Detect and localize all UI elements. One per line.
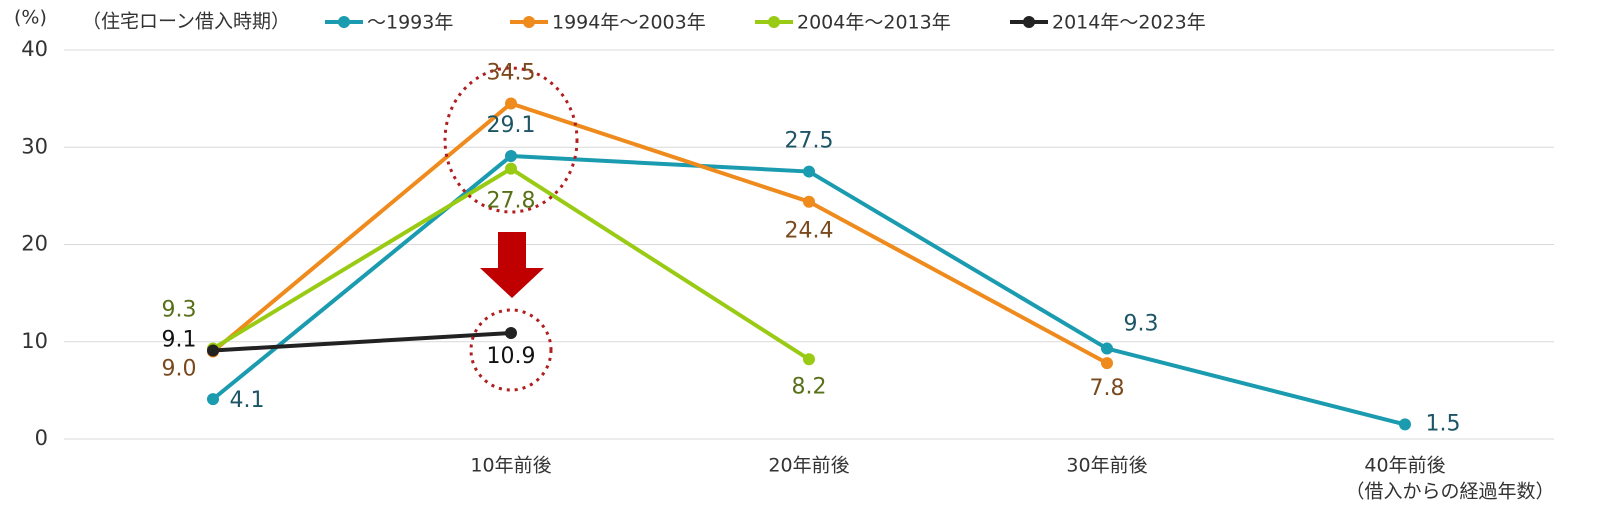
data-point xyxy=(803,195,815,208)
legend-label: 2004年～2013年 xyxy=(797,12,951,34)
arrow xyxy=(480,232,544,298)
legend-swatch xyxy=(1023,16,1035,28)
data-point xyxy=(803,353,815,366)
data-label: 7.8 xyxy=(1090,376,1125,401)
data-point xyxy=(1101,357,1113,370)
series-line xyxy=(211,101,1108,365)
data-point xyxy=(505,97,517,110)
data-label: 24.4 xyxy=(785,219,834,244)
data-point xyxy=(207,393,219,406)
data-label: 27.8 xyxy=(487,189,536,214)
legend-label: 1994年～2003年 xyxy=(552,12,706,34)
y-axis-label: (%) xyxy=(14,7,47,29)
grid xyxy=(64,49,1554,440)
data-label: 8.2 xyxy=(792,374,827,399)
legend-swatch xyxy=(338,16,350,28)
data-label: 9.0 xyxy=(162,356,197,381)
data-point xyxy=(207,344,219,357)
legend-swatch xyxy=(523,16,535,28)
data-label: 29.1 xyxy=(487,113,536,138)
data-point xyxy=(803,165,815,178)
data-label: 10.9 xyxy=(487,344,536,369)
data-label: 1.5 xyxy=(1426,411,1461,436)
data-label: 9.3 xyxy=(162,298,197,323)
data-point xyxy=(505,326,517,339)
x-tick-label: 10年前後 xyxy=(470,455,551,477)
data-label: 9.1 xyxy=(162,328,197,353)
legend-swatch xyxy=(768,16,780,28)
x-tick-label: 30年前後 xyxy=(1066,455,1147,477)
x-axis-label: （借入からの経過年数） xyxy=(1345,481,1554,503)
highlight-circle xyxy=(443,66,579,214)
plot xyxy=(207,97,1411,431)
legend-title: （住宅ローン借入時期） xyxy=(82,11,290,33)
highlight-circle xyxy=(469,308,553,392)
data-label: 9.3 xyxy=(1124,312,1159,337)
y-tick-label: 10 xyxy=(21,329,48,353)
data-point xyxy=(505,150,517,163)
y-tick-label: 40 xyxy=(21,37,48,61)
data-point xyxy=(505,162,517,175)
y-tick-label: 30 xyxy=(21,134,48,158)
legend-label: 2014年～2023年 xyxy=(1052,12,1206,34)
x-tick-label: 20年前後 xyxy=(768,455,849,477)
series-line xyxy=(212,331,512,353)
y-tick-label: 20 xyxy=(21,232,48,256)
data-label: 27.5 xyxy=(785,129,834,154)
x-tick-label: 40年前後 xyxy=(1364,455,1445,477)
y-tick-label: 0 xyxy=(35,426,48,450)
legend-label: ～1993年 xyxy=(367,12,453,34)
data-label: 34.5 xyxy=(487,60,536,85)
data-point xyxy=(1399,418,1411,431)
data-point xyxy=(1101,342,1113,355)
data-label: 4.1 xyxy=(230,388,265,413)
